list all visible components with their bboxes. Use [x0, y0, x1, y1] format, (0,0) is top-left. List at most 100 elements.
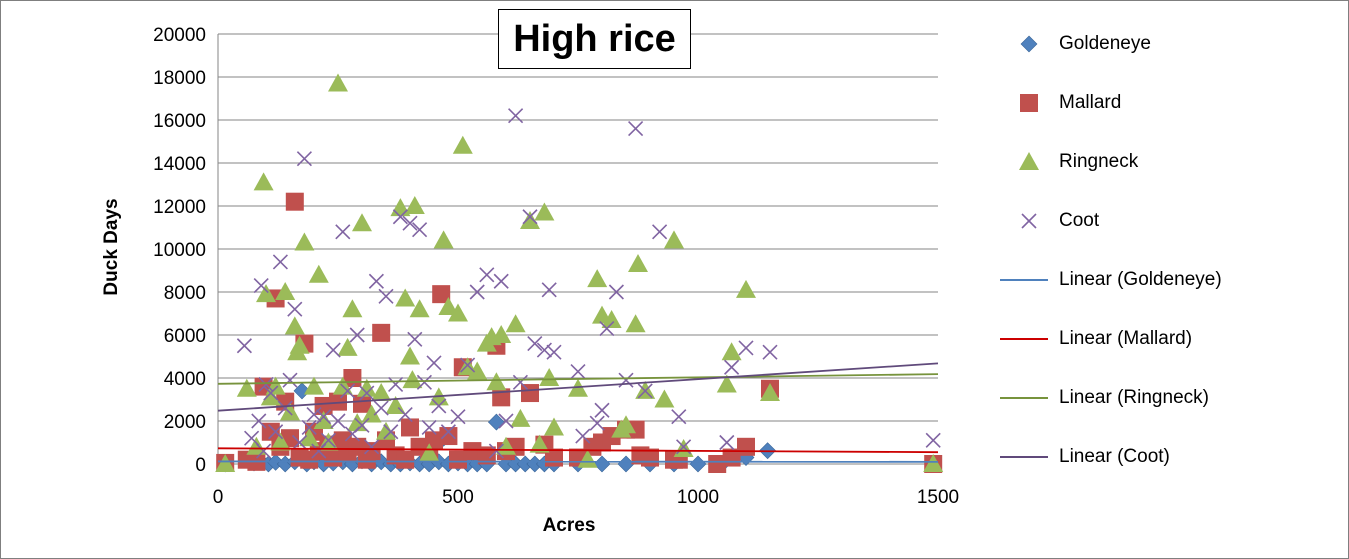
mallard-point [401, 418, 419, 437]
y-tick-label: 8000 [164, 283, 206, 304]
ringneck-point [544, 417, 564, 436]
ringneck-point [625, 314, 646, 333]
x-marker-stroke [637, 383, 653, 399]
x-marker-stroke [575, 428, 591, 444]
coot-point [431, 398, 447, 414]
y-tick-label: 20000 [153, 25, 206, 46]
coot-point [311, 443, 327, 459]
x-marker-stroke [256, 443, 272, 459]
coot-point [762, 344, 778, 360]
coot-point [258, 376, 274, 393]
x-marker-stroke [272, 254, 288, 270]
coot-point [412, 222, 428, 238]
x-marker-stroke [671, 409, 687, 425]
ringneck-point [510, 408, 531, 427]
series-ringneck [215, 73, 944, 472]
x-marker-stroke [378, 288, 394, 304]
ringneck-point [736, 279, 756, 298]
legend-item: Linear (Goldeneye) [996, 265, 1336, 295]
ringneck-point [419, 443, 440, 462]
ringneck-point [371, 383, 392, 402]
ringneck-point [673, 438, 694, 457]
coot-point [340, 383, 356, 399]
mallard-point [463, 442, 482, 461]
legend-item: Ringneck [996, 147, 1336, 177]
ringneck-point [400, 346, 420, 365]
x-marker-stroke [349, 327, 365, 343]
data-points [215, 73, 944, 473]
legend-line-swatch [1000, 456, 1048, 458]
x-marker-stroke [320, 432, 336, 448]
coot-point [421, 419, 437, 436]
y-axis-label: Duck Days [101, 198, 122, 295]
coot-point [416, 374, 432, 390]
trendline-coot [217, 362, 939, 412]
x-marker-stroke [460, 357, 476, 373]
mallard-point [432, 285, 451, 304]
mallard-point [439, 427, 458, 446]
x-tick-label: 500 [442, 487, 474, 508]
ringneck-point [577, 449, 598, 468]
x-tick-label: 1000 [677, 487, 719, 508]
mallard-point [285, 192, 304, 211]
tick-labels: 0200040006000800010000120001400016000180… [153, 25, 959, 508]
coot-point [652, 224, 668, 240]
x-marker-stroke [340, 383, 356, 399]
coot-point [469, 284, 485, 300]
ringneck-point [236, 378, 257, 397]
coot-point [671, 409, 687, 425]
y-tick-label: 2000 [164, 412, 206, 433]
x-marker-stroke [421, 419, 437, 436]
legend-label: Goldeneye [1059, 33, 1151, 54]
x-marker-stroke [306, 406, 322, 423]
x-marker-stroke [282, 372, 298, 388]
ringneck-point [402, 370, 423, 389]
legend-item: Linear (Coot) [996, 442, 1336, 472]
ringneck-point [347, 413, 368, 432]
x-marker-stroke [589, 415, 605, 431]
x-tick-label: 0 [213, 487, 224, 508]
x-marker-stroke [397, 406, 413, 423]
coot-point [402, 215, 418, 231]
x-axis-label: Acres [543, 515, 596, 536]
ringneck-point [923, 454, 944, 472]
coot-point [383, 424, 399, 440]
legend-marker-swatch [1020, 35, 1038, 53]
x-marker-stroke [311, 443, 327, 459]
ringneck-point [601, 309, 622, 328]
x-marker-stroke [1021, 213, 1037, 229]
coot-point [719, 434, 735, 451]
ringneck-point [616, 415, 636, 434]
coot-point [244, 430, 260, 446]
coot-point [354, 417, 370, 433]
ringneck-point [299, 428, 320, 447]
coot-point [301, 419, 317, 436]
coot-point [335, 224, 351, 240]
x-marker-stroke [594, 402, 610, 418]
x-marker-stroke [762, 344, 778, 360]
ringneck-point [520, 211, 540, 230]
y-tick-label: 4000 [164, 369, 206, 390]
x-marker-stroke [359, 385, 375, 401]
coot-point [272, 254, 288, 270]
legend-label: Linear (Coot) [1059, 446, 1170, 467]
ringneck-point [280, 402, 300, 421]
x-tick-label: 1500 [917, 487, 959, 508]
coot-point [594, 402, 610, 418]
ringneck-point [395, 288, 416, 307]
mallard-point [362, 442, 381, 461]
x-marker-stroke [536, 342, 552, 358]
x-marker-stroke [522, 209, 538, 225]
x-marker-stroke [364, 439, 380, 455]
coot-point [407, 331, 423, 347]
x-marker-stroke [407, 331, 423, 347]
coot-point [570, 363, 586, 380]
ringneck-point [529, 434, 550, 453]
ringneck-point [260, 387, 281, 406]
coot-point [256, 443, 272, 459]
ringneck-point [342, 299, 363, 318]
coot-point [546, 344, 562, 360]
ringneck-point [491, 325, 512, 343]
